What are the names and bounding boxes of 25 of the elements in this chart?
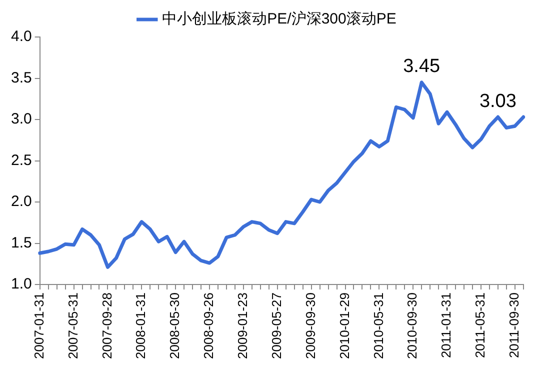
y-tick-label: 3.0 (10, 110, 32, 128)
y-tick-label: 1.5 (10, 234, 32, 252)
data-label: 3.45 (403, 56, 440, 78)
x-tick-label: 2010-05-31 (370, 292, 386, 359)
x-tick-label: 2009-05-27 (268, 292, 284, 359)
x-tick-label: 2011-09-30 (506, 292, 522, 358)
x-tick-label: 2009-09-30 (302, 292, 318, 359)
x-tick-label: 2011-05-31 (472, 292, 488, 358)
data-label: 3.03 (479, 90, 516, 112)
x-tick-label: 2008-09-26 (201, 292, 216, 359)
legend-label: 中小创业板滚动PE/沪深300滚动PE (162, 10, 396, 28)
y-tick-label: 3.5 (10, 69, 32, 86)
y-tick-label: 1.0 (10, 276, 32, 293)
x-tick-label: 2007-09-28 (99, 292, 114, 359)
y-tick-label: 4.0 (10, 28, 32, 46)
y-tick-label: 2.0 (10, 193, 32, 210)
x-tick-label: 2009-01-23 (235, 292, 250, 359)
x-tick-label: 2007-01-31 (31, 292, 46, 359)
x-tick-label: 2008-05-30 (167, 292, 182, 359)
x-tick-label: 2011-01-31 (438, 292, 454, 358)
x-tick-label: 2010-09-30 (404, 292, 420, 359)
x-tick-label: 2010-01-29 (336, 292, 352, 359)
y-tick-label: 2.5 (10, 152, 32, 169)
x-tick-label: 2008-01-31 (133, 292, 148, 359)
x-tick-label: 2007-05-31 (65, 292, 80, 359)
